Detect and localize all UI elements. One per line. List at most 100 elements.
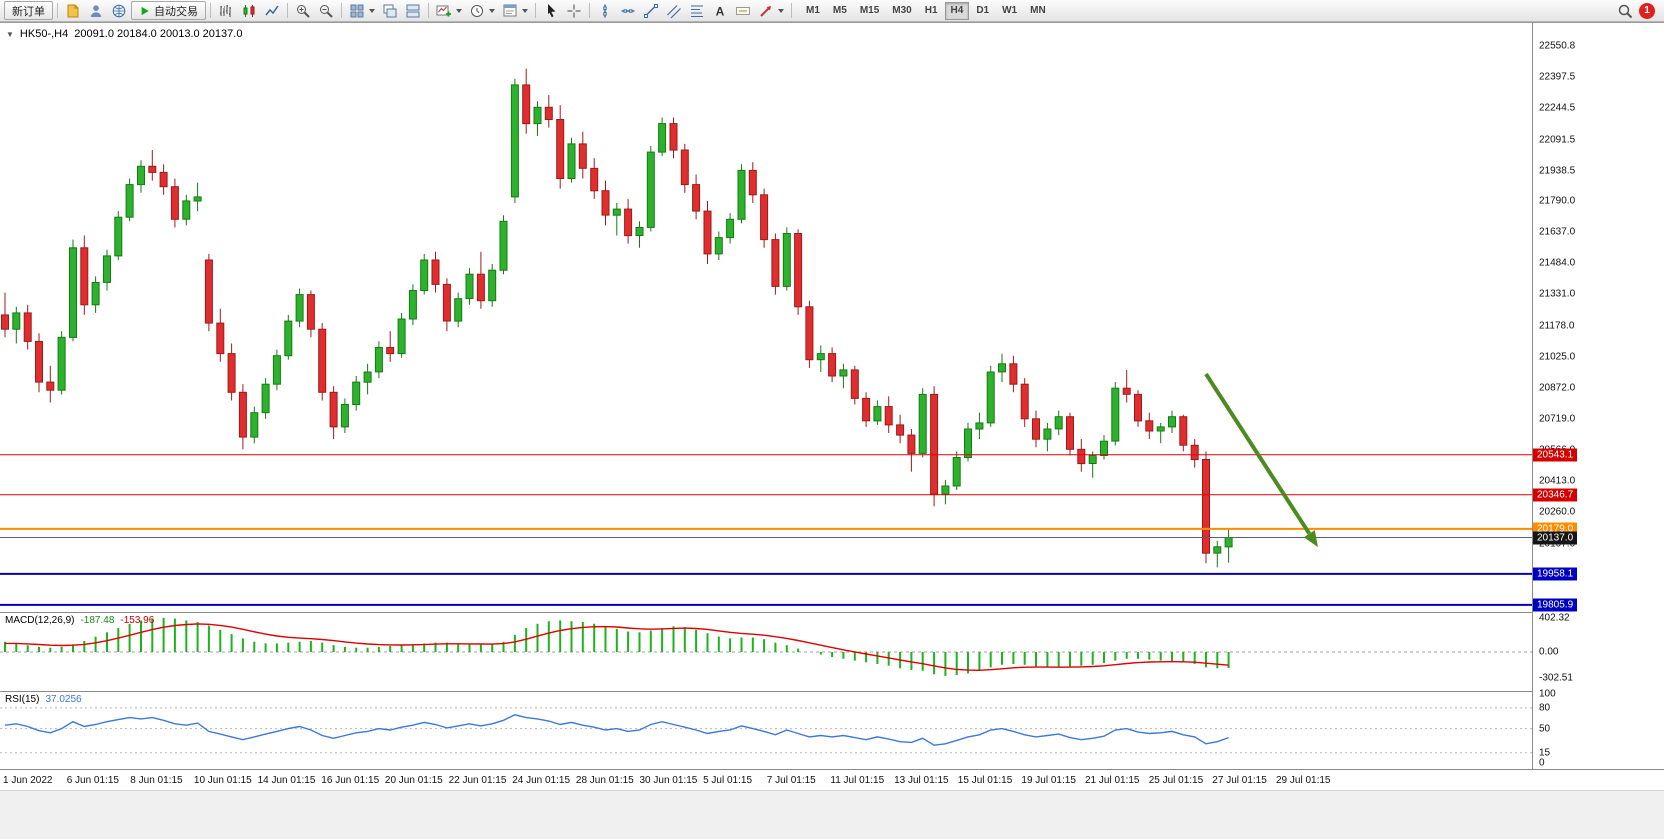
candle-down xyxy=(692,184,701,212)
candle-down xyxy=(35,340,43,383)
time-label: 11 Jul 01:15 xyxy=(830,775,885,786)
candle-down xyxy=(159,171,168,188)
trend-arrow-shaft[interactable] xyxy=(1204,372,1311,535)
timeframe-button-MN[interactable]: MN xyxy=(1024,2,1052,20)
vertical-line-button[interactable] xyxy=(594,1,616,21)
candle-down xyxy=(862,397,871,422)
equidistant-channel-button[interactable] xyxy=(663,1,685,21)
candle-down xyxy=(907,434,916,454)
candle-down xyxy=(624,208,633,237)
arrow-object-icon xyxy=(760,5,771,17)
new-chart-button[interactable] xyxy=(433,1,465,21)
toolbar-separator xyxy=(287,3,288,18)
document-icon xyxy=(67,4,79,17)
timeframe-button-H1[interactable]: H1 xyxy=(919,2,944,20)
terminal-button[interactable] xyxy=(108,1,130,21)
arrange-windows-icon xyxy=(406,4,420,17)
candle-down xyxy=(148,165,157,173)
timeframe-button-H4[interactable]: H4 xyxy=(944,1,970,20)
time-label: 15 Jul 01:15 xyxy=(957,775,1013,786)
label-icon xyxy=(736,6,750,15)
fibonacci-button[interactable] xyxy=(686,1,708,21)
candle-up xyxy=(986,371,995,424)
periodicity-button[interactable] xyxy=(466,1,498,21)
market-watch-button[interactable] xyxy=(62,1,84,21)
candle-down xyxy=(703,210,712,255)
candle-up xyxy=(873,406,882,422)
price-tick: 21331.0 xyxy=(1539,288,1576,300)
candle-down xyxy=(522,84,531,125)
price-tag-19805.9: 19805.9 xyxy=(1533,598,1578,612)
rsi-value: 37.0256 xyxy=(45,694,82,705)
time-label: 16 Jun 01:15 xyxy=(321,775,380,786)
candle-up xyxy=(193,196,202,202)
candle-down xyxy=(1066,416,1074,450)
rsi-tick: 15 xyxy=(1539,747,1551,759)
candle-up xyxy=(1156,426,1165,432)
trend-arrow-head[interactable] xyxy=(1303,530,1318,548)
text-button[interactable]: A xyxy=(709,1,731,21)
candle-up xyxy=(295,294,304,322)
price-tag-20543.1: 20543.1 xyxy=(1533,448,1578,462)
arrange-windows-button[interactable] xyxy=(402,1,424,21)
vertical-line-icon xyxy=(603,4,607,17)
candle-up xyxy=(612,208,621,216)
crosshair-button[interactable] xyxy=(563,1,585,21)
horizontal-line-button[interactable] xyxy=(617,1,639,21)
timeframe-button-M15[interactable]: M15 xyxy=(854,2,885,20)
templates-button[interactable] xyxy=(499,1,531,21)
notification-badge[interactable]: 1 xyxy=(1639,2,1655,19)
timeframe-button-M5[interactable]: M5 xyxy=(827,2,853,20)
time-axis[interactable]: 1 Jun 2022 6 Jun 01:15 8 Jun 01:15 10 Jun 0… xyxy=(0,769,1664,790)
crosshair-icon xyxy=(567,4,581,17)
candle-down xyxy=(1009,363,1018,385)
price-tick: 22397.5 xyxy=(1539,71,1576,83)
candle-up xyxy=(1088,454,1097,464)
cursor-button[interactable] xyxy=(540,1,562,21)
zoom-in-button[interactable] xyxy=(292,1,314,21)
search-button[interactable] xyxy=(1614,1,1636,21)
time-label: 22 Jun 01:15 xyxy=(448,775,507,786)
candle-down xyxy=(1077,448,1086,465)
price-axis[interactable]: 22550.8 22397.5 22244.5 22091.5 21938.5 21790… xyxy=(1532,23,1664,769)
collapse-triangle-icon[interactable]: ▼ xyxy=(6,29,14,39)
timeframe-button-W1[interactable]: W1 xyxy=(996,2,1023,20)
text-label-button[interactable] xyxy=(732,1,754,21)
candle-down xyxy=(680,149,689,186)
autotrade-button[interactable]: 自动交易 xyxy=(131,1,206,20)
candle-down xyxy=(884,406,893,426)
candle-up xyxy=(114,216,123,257)
zoom-out-button[interactable] xyxy=(315,1,337,21)
new-order-button[interactable]: 新订单 xyxy=(4,1,53,20)
autotrade-label: 自动交易 xyxy=(154,5,198,18)
candle-down xyxy=(896,424,905,436)
timeframe-button-M30[interactable]: M30 xyxy=(886,2,917,20)
timeframe-button-D1[interactable]: D1 xyxy=(970,2,995,20)
trendline-button[interactable] xyxy=(640,1,662,21)
candle-up xyxy=(137,165,145,186)
navigator-button[interactable] xyxy=(85,1,107,21)
line-chart-icon xyxy=(265,5,279,15)
time-label: 8 Jun 01:15 xyxy=(130,775,183,786)
candle-down xyxy=(318,328,327,393)
candlestick-chart[interactable] xyxy=(0,24,1532,612)
rsi-panel[interactable] xyxy=(0,692,1532,768)
arrows-button[interactable] xyxy=(755,1,787,21)
rsi-tick: 50 xyxy=(1539,723,1551,735)
window-bottom-strip xyxy=(0,790,1664,839)
bar-chart-button[interactable] xyxy=(215,1,237,21)
candle-up xyxy=(737,169,746,220)
toolbar: 新订单 自动交易 xyxy=(0,0,1664,22)
timeframe-button-M1[interactable]: M1 xyxy=(800,2,826,20)
cascade-windows-button[interactable] xyxy=(379,1,401,21)
panel-separator[interactable] xyxy=(0,691,1664,692)
panel-separator[interactable] xyxy=(0,612,1664,613)
candlestick-chart-button[interactable] xyxy=(238,1,260,21)
macd-panel[interactable] xyxy=(0,613,1532,691)
candle-down xyxy=(669,123,678,151)
candle-up xyxy=(975,422,984,430)
candle-down xyxy=(748,169,757,196)
tile-windows-button[interactable] xyxy=(346,1,378,21)
candle-up xyxy=(420,259,429,291)
line-chart-button[interactable] xyxy=(261,1,283,21)
